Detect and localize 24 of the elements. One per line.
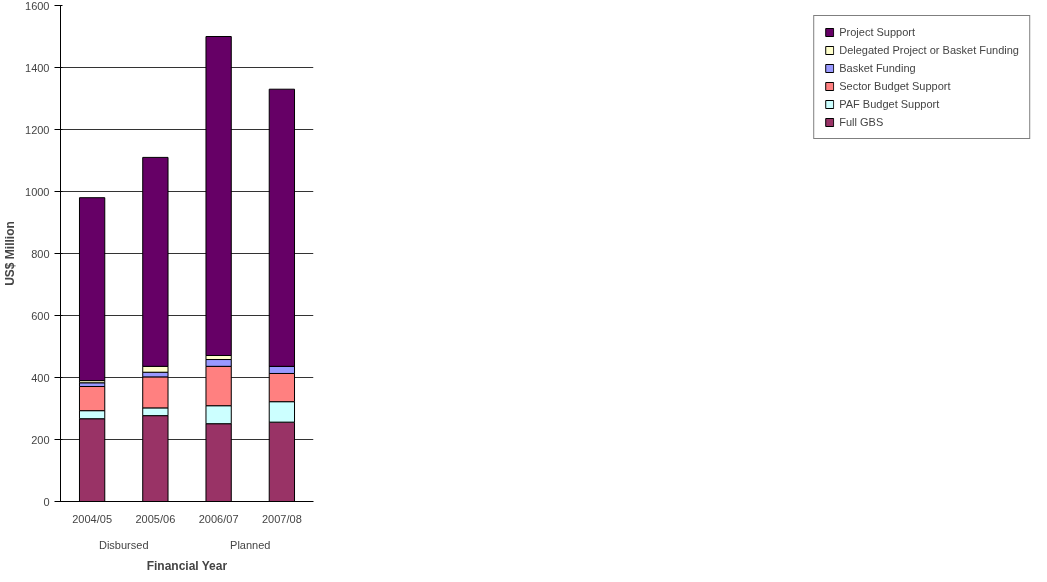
y-axis-title: US$ Million <box>3 221 18 286</box>
y-tick-label: 200 <box>31 433 50 446</box>
text: Disbursed <box>98 538 149 551</box>
x-tick-label: 2006/07 <box>198 512 239 525</box>
legend-label: Project Support <box>839 26 916 38</box>
y-tick-label: 1200 <box>25 123 50 136</box>
legend-label: Basket Funding <box>839 62 916 74</box>
y-tick-label: 800 <box>31 247 50 260</box>
legend-label: Delegated Project or Basket Funding <box>839 44 1019 56</box>
legend-label: Full GBS <box>839 116 884 128</box>
y-tick-label: 1000 <box>25 185 50 198</box>
y-tick-label: 0 <box>43 495 50 508</box>
legend-label: Sector Budget Support <box>839 80 951 92</box>
y-tick-label: 600 <box>31 309 50 322</box>
x-tick-label: 2007/08 <box>261 512 302 525</box>
y-tick-label: 1600 <box>25 0 50 12</box>
x-tick-label: 2005/06 <box>135 512 176 525</box>
text: Planned <box>230 538 271 551</box>
bar <box>78 197 106 382</box>
legend-label: PAF Budget Support <box>839 98 940 110</box>
x-axis-title: Financial Year <box>146 558 228 573</box>
x-tick-label: 2004/05 <box>72 512 113 525</box>
y-tick-label: 1400 <box>25 61 50 74</box>
y-tick-label: 400 <box>31 371 50 384</box>
